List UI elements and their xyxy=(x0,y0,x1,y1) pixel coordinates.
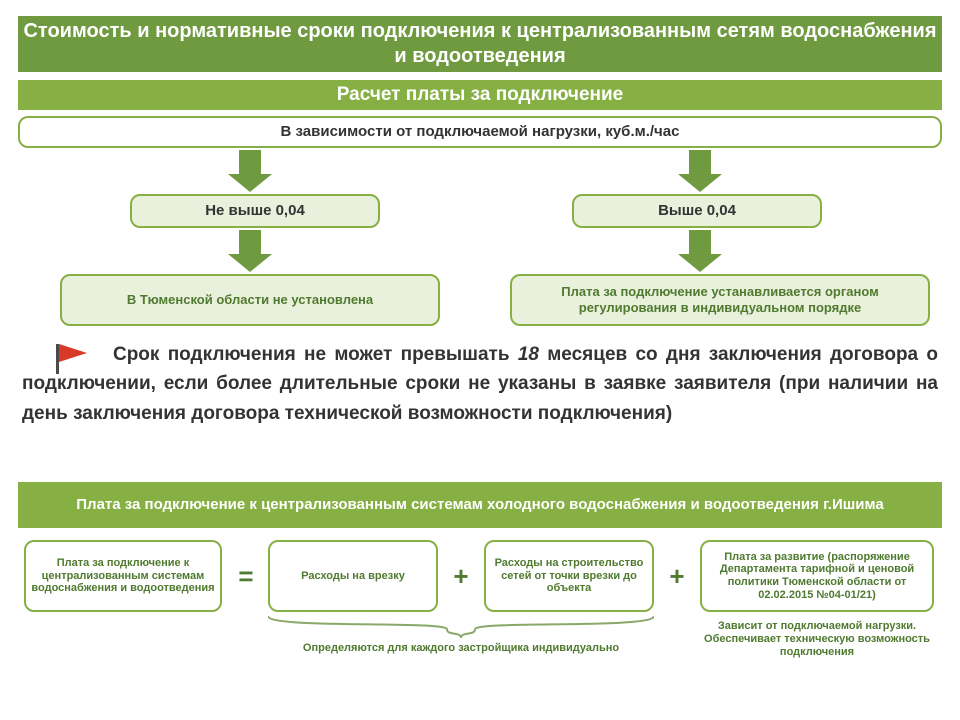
equation-operator: = xyxy=(228,540,264,612)
note-highlight: 18 xyxy=(518,344,539,365)
equation-row: Плата за подключение к централизованным … xyxy=(0,540,960,612)
equation-operator: + xyxy=(658,540,696,612)
criteria-box: В зависимости от подключаемой нагрузки, … xyxy=(18,116,942,148)
deadline-note: Срок подключения не может превышать 18 м… xyxy=(22,340,938,428)
result-left-box: В Тюменской области не установлена xyxy=(60,274,440,326)
equation-term: Расходы на строительство сетей от точки … xyxy=(484,540,654,612)
result-right-box: Плата за подключение устанавливается орг… xyxy=(510,274,930,326)
note-indent xyxy=(22,344,113,365)
option-right-box: Выше 0,04 xyxy=(572,194,822,228)
subtitle-banner: Расчет платы за подключение xyxy=(18,80,942,110)
arrow-down-icon xyxy=(678,150,722,192)
arrow-down-icon xyxy=(228,150,272,192)
title-banner: Стоимость и нормативные сроки подключени… xyxy=(18,16,942,72)
footnote-depends: Зависит от подключаемой нагрузки. Обеспе… xyxy=(700,620,934,660)
option-left-box: Не выше 0,04 xyxy=(130,194,380,228)
note-p1: Срок подключения не может превышать xyxy=(113,344,518,365)
equation-term: Плата за развитие (распоряжение Департам… xyxy=(700,540,934,612)
arrow-down-icon xyxy=(678,230,722,272)
arrow-down-icon xyxy=(228,230,272,272)
equation-term: Плата за подключение к централизованным … xyxy=(24,540,222,612)
brace-icon xyxy=(268,616,654,638)
section-banner: Плата за подключение к централизованным … xyxy=(18,482,942,528)
equation-term: Расходы на врезку xyxy=(268,540,438,612)
footnote-individual: Определяются для каждого застройщика инд… xyxy=(268,642,654,655)
equation-operator: + xyxy=(442,540,480,612)
